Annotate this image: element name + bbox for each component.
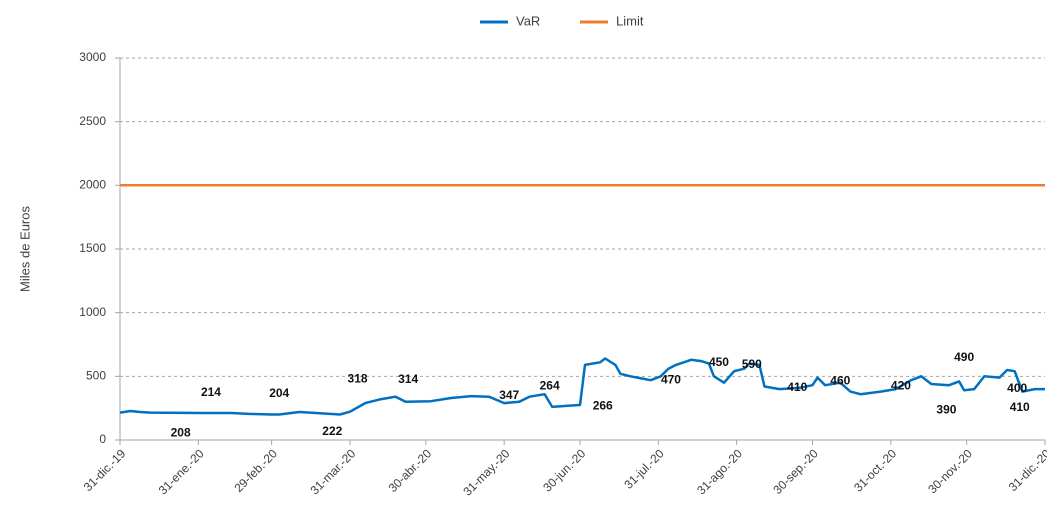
data-label: 590: [742, 357, 762, 371]
x-tick-label: 31-mar.-20: [307, 446, 358, 497]
x-tick-label: 30-sep.-20: [770, 446, 821, 497]
data-label: 208: [171, 426, 191, 440]
x-tick-label: 31-ene.-20: [156, 446, 207, 497]
series-line: [119, 357, 1045, 416]
data-label: 314: [398, 372, 418, 386]
y-tick-label: 1500: [79, 241, 106, 255]
x-tick-label: 30-abr.-20: [386, 446, 435, 495]
x-tick-label: 31-dic.-20: [1006, 446, 1047, 494]
data-label: 490: [954, 350, 974, 364]
y-tick-label: 2500: [79, 114, 106, 128]
data-label: 214: [201, 385, 221, 399]
x-tick-label: 31-jul.-20: [621, 446, 667, 492]
y-tick-label: 1000: [79, 305, 106, 319]
data-label: 264: [540, 379, 560, 393]
data-label: 420: [891, 379, 911, 393]
x-tick-label: 29-feb.-20: [231, 446, 280, 495]
legend-label: Limit: [616, 13, 644, 28]
y-tick-label: 2000: [79, 178, 106, 192]
data-label: 347: [499, 388, 519, 402]
data-label: 222: [322, 424, 342, 438]
data-label: 470: [661, 372, 681, 386]
x-tick-label: 30-jun.-20: [540, 446, 588, 494]
x-tick-label: 31-ago.-20: [694, 446, 745, 497]
legend-label: VaR: [516, 13, 540, 28]
x-tick-label: 31-dic.-19: [81, 446, 129, 494]
x-tick-label: 30-nov.-20: [925, 446, 975, 496]
y-axis-label: Miles de Euros: [17, 206, 32, 292]
y-tick-label: 3000: [79, 50, 106, 64]
data-label: 204: [269, 386, 289, 400]
data-label: 400: [1007, 381, 1027, 395]
y-tick-label: 0: [99, 432, 106, 446]
x-tick-label: 31-oct.-20: [851, 446, 899, 494]
data-label: 318: [348, 372, 368, 386]
data-label: 266: [593, 398, 613, 412]
data-label: 410: [787, 380, 807, 394]
y-tick-label: 500: [86, 369, 106, 383]
data-label: 450: [709, 355, 729, 369]
data-label: 390: [936, 403, 956, 417]
x-tick-label: 31-may.-20: [460, 446, 512, 498]
data-label: 410: [1010, 400, 1030, 414]
data-label: 460: [830, 374, 850, 388]
